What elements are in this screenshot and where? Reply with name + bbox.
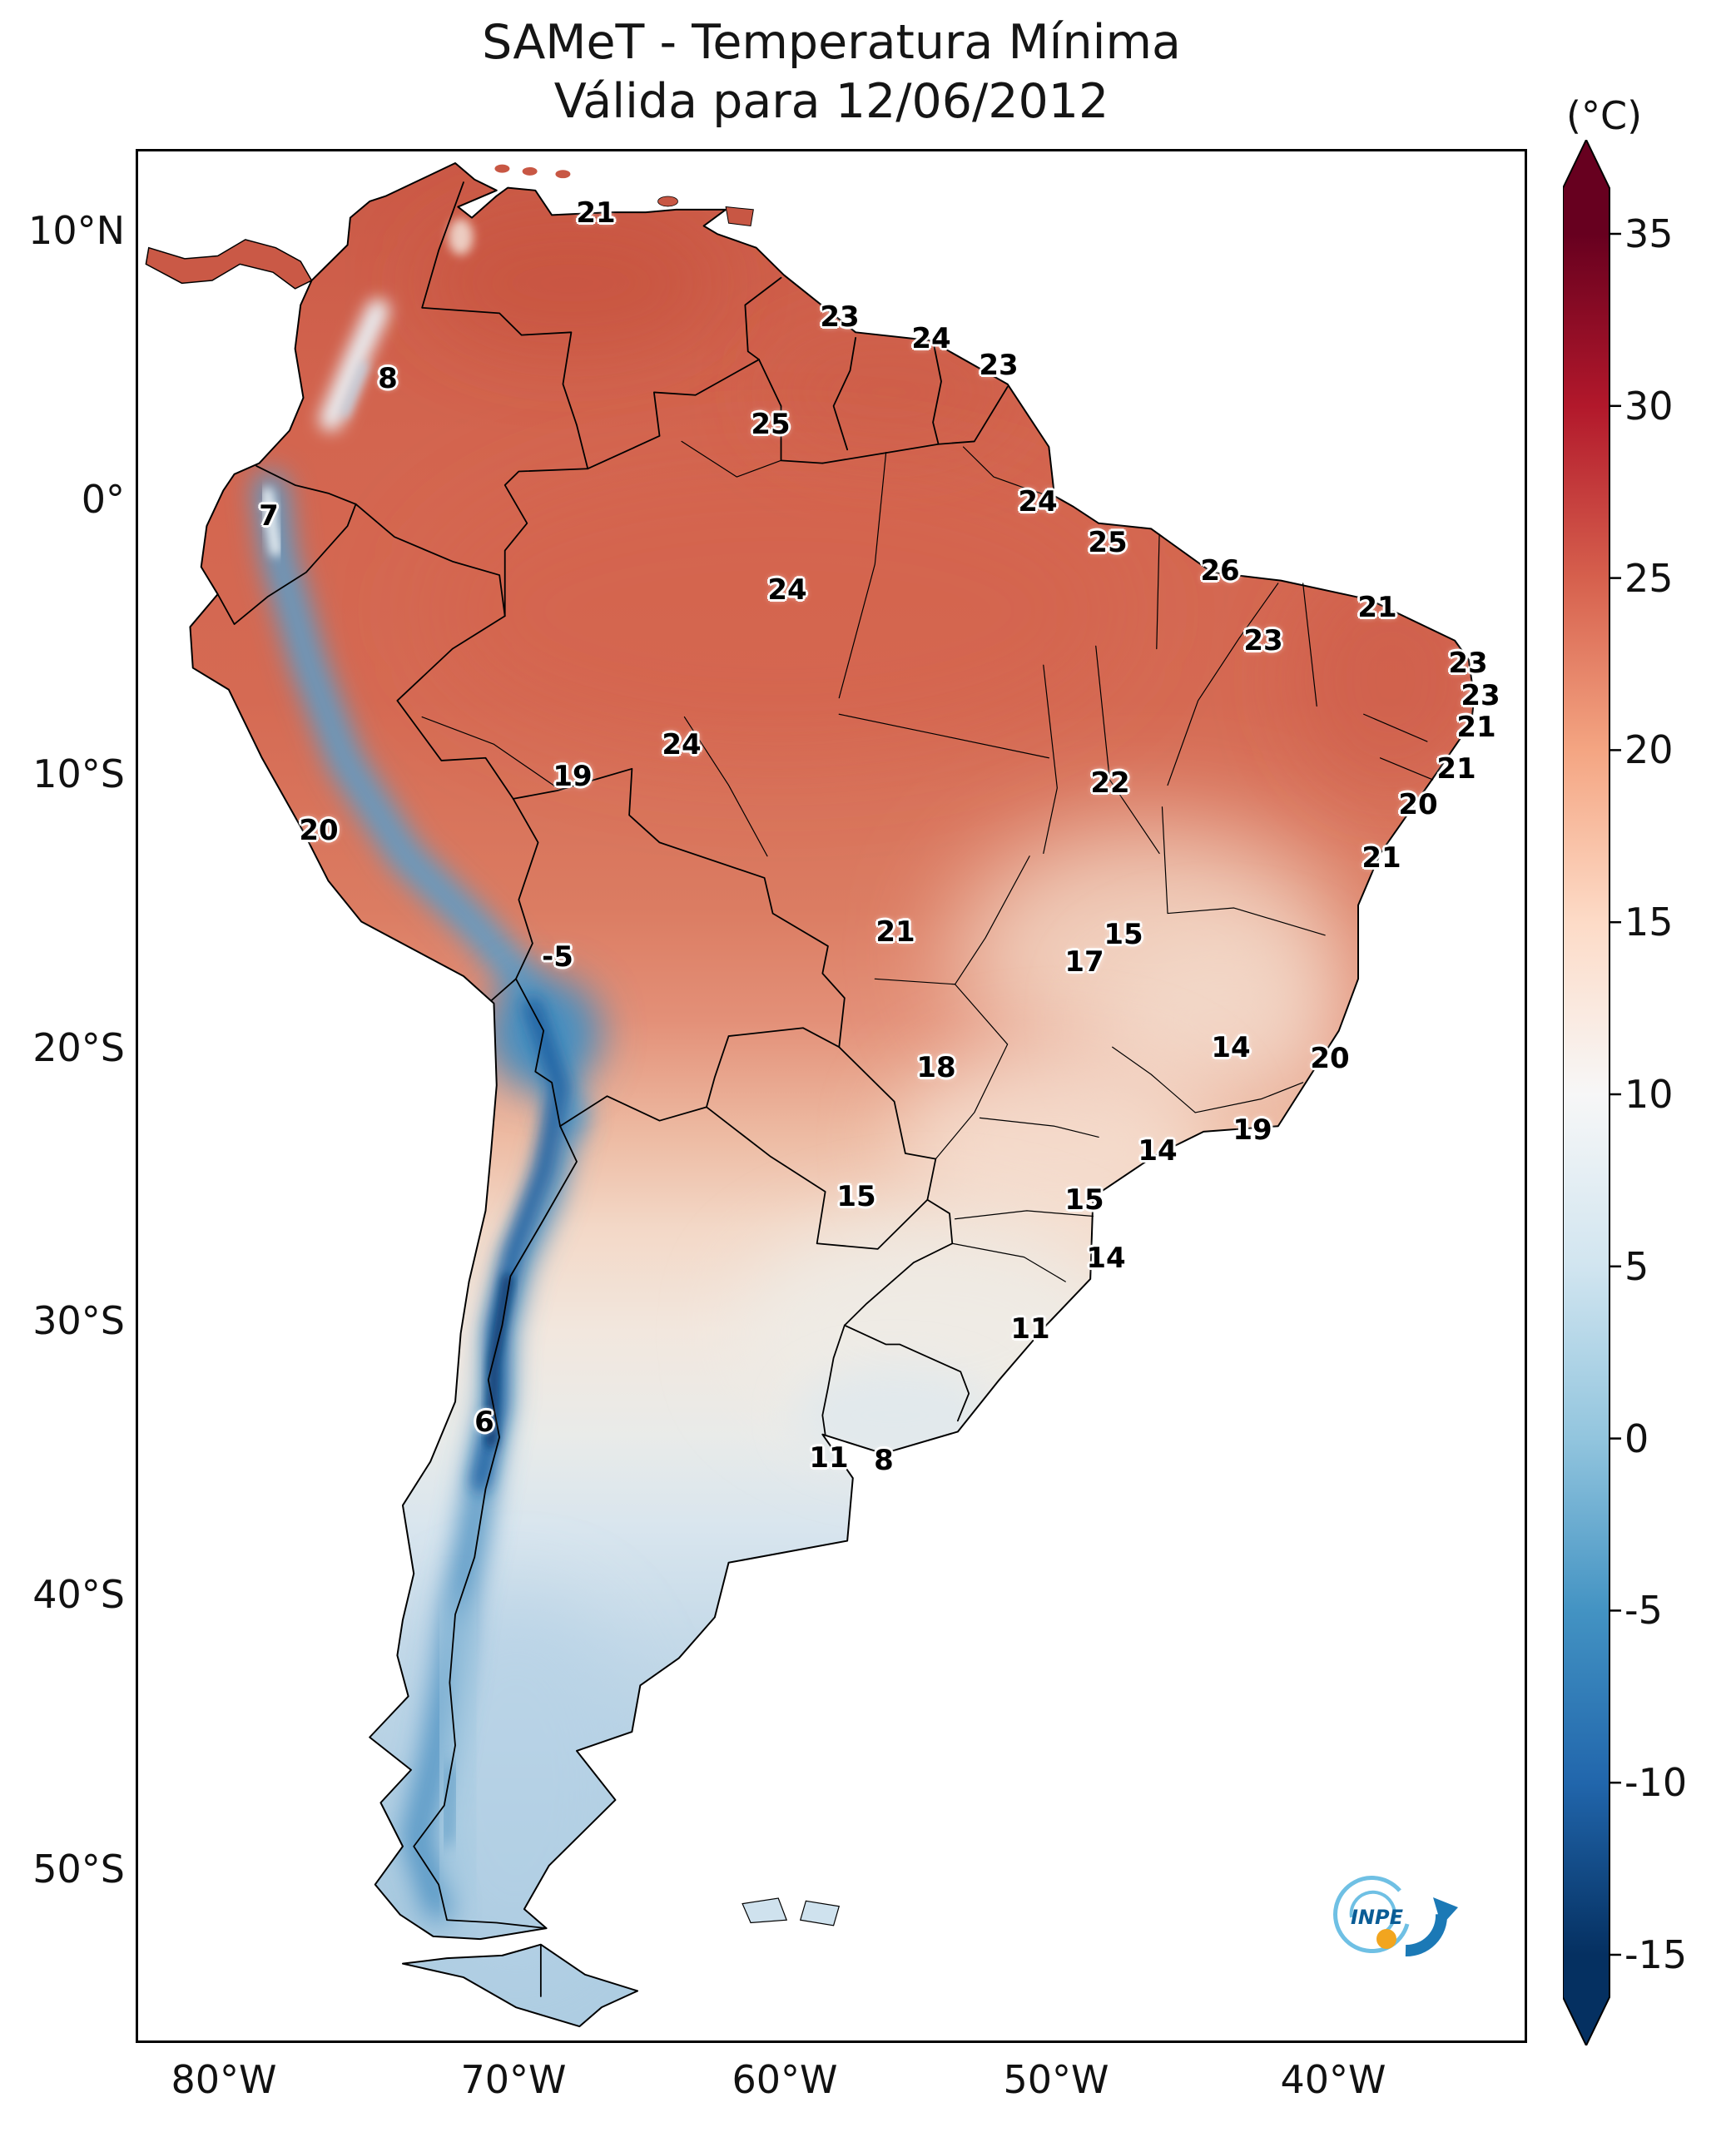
trinidad-island [725, 206, 754, 227]
tierra-del-fuego [402, 1944, 638, 2027]
falkland-west [742, 1897, 788, 1924]
colorbar-tick-label: 30 [1624, 383, 1674, 429]
latitude-tick-label: 40°S [32, 1572, 125, 1617]
logo-arrow-curve [1405, 1913, 1448, 1956]
colorbar-tick-label: 35 [1624, 211, 1674, 256]
map-frame: 21 23 24 23 25 8 7 24 25 26 24 21 23 23 23 21 24 19 21 22 20… [136, 149, 1527, 2043]
page-title-line2: Válida para 12/06/2012 [553, 74, 1109, 130]
longitude-tick-label: 70°W [460, 2057, 567, 2102]
page-title: SAMeT - Temperatura Mínima Válida para 1… [136, 13, 1527, 132]
colorbar-tick-label: -15 [1624, 1932, 1688, 1977]
colorbar-tick-label: -5 [1624, 1588, 1663, 1634]
longitude-tick-label: 80°W [171, 2057, 277, 2102]
colorbar-tick-label: 5 [1624, 1243, 1649, 1289]
inpe-logo: INPE [1327, 1866, 1472, 1974]
los-roques-island [555, 170, 571, 179]
colorbar-tick-label: 25 [1624, 555, 1674, 601]
latitude-tick-label: 30°S [32, 1298, 125, 1343]
colorbar-tick-label: 0 [1624, 1416, 1649, 1461]
tierra-del-fuego-coastline [401, 1943, 639, 2028]
page-title-line1: SAMeT - Temperatura Mínima [482, 15, 1181, 70]
logo-arrow-head [1433, 1897, 1458, 1926]
latitude-tick-label: 20°S [32, 1025, 125, 1070]
colorbar-unit-label: (°C) [1566, 93, 1643, 138]
logo-swirl-inner [1349, 1890, 1396, 1932]
latitude-tick-label: 10°S [32, 751, 125, 796]
colorbar-tick-label: 20 [1624, 727, 1674, 773]
colorbar [1562, 137, 1638, 2048]
falkland-east [799, 1900, 841, 1926]
colorbar-bar [1562, 137, 1610, 2048]
longitude-tick-label: 40°W [1280, 2057, 1386, 2102]
latitude-tick-label: 10°N [28, 208, 125, 253]
longitude-tick-label: 50°W [1003, 2057, 1109, 2102]
latitude-tick-label: 0° [81, 477, 125, 522]
inpe-logo-svg: INPE [1333, 1876, 1458, 1956]
margarita-island [657, 196, 678, 207]
colorbar-tick-label: 15 [1624, 900, 1674, 945]
longitude-tick-label: 60°W [732, 2057, 838, 2102]
coastline [189, 162, 1476, 1941]
map-canvas [138, 151, 1525, 2040]
latitude-tick-label: 50°S [32, 1847, 125, 1892]
inpe-logo-text: INPE [1351, 1906, 1404, 1929]
colorbar-tick-label: 10 [1624, 1072, 1674, 1117]
panama-landmass [145, 239, 313, 290]
map-plot [145, 162, 1476, 2028]
logo-orange-dot [1376, 1929, 1396, 1949]
colorbar-tick-label: -10 [1624, 1760, 1688, 1806]
bonaire-island [522, 166, 538, 176]
curacao-island [494, 164, 510, 173]
